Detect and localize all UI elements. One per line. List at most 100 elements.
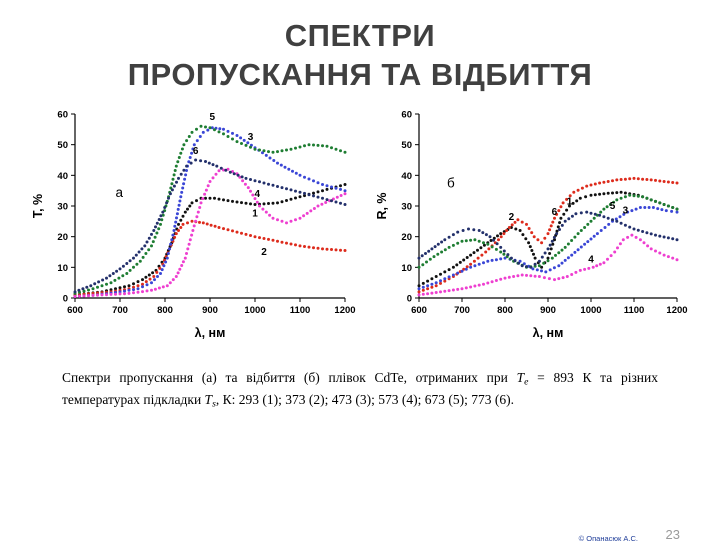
data-dot [161,210,165,214]
data-dot [467,227,470,231]
data-dot [619,178,623,182]
data-dot [675,207,679,211]
data-dot [115,269,119,273]
data-dot [140,247,144,251]
data-dot [649,247,653,251]
data-dot [671,256,675,260]
data-dot [530,249,534,253]
data-dot [476,248,479,252]
data-dot [249,145,252,149]
data-dot [641,195,645,199]
data-dot [426,287,430,291]
data-dot [605,205,609,209]
data-dot [175,216,178,220]
data-dot [113,278,117,282]
data-dot [611,218,614,222]
data-dot [150,244,153,248]
data-dot [507,226,511,230]
data-dot [343,249,347,253]
data-dot [162,264,166,268]
data-dot [73,295,77,299]
data-dot [428,257,432,261]
data-dot [258,148,261,152]
caption-part: , К: 293 (1); 373 (2); 473 (3); 573 (4);… [215,391,514,407]
data-dot [226,228,230,232]
data-dot [630,233,634,237]
data-dot [536,238,540,242]
data-dot [460,239,464,243]
data-dot [316,143,320,147]
data-dot [321,183,324,187]
data-dot [462,267,466,271]
data-dot [482,282,485,286]
data-dot [168,247,171,251]
curve-label-2: 2 [509,212,515,223]
data-dot [253,203,257,207]
data-dot [525,265,528,269]
data-dot [302,214,306,218]
data-dot [556,225,560,229]
data-dot [136,280,140,284]
data-dot [626,210,630,214]
data-dot [150,288,153,292]
data-dot [262,181,266,185]
data-dot [303,175,306,179]
data-dot [434,284,438,288]
data-dot [492,238,495,242]
data-dot [240,231,243,235]
data-dot [622,212,626,216]
data-dot [469,262,473,266]
data-dot [298,195,302,199]
data-dot [175,180,178,184]
caption-part: Т [516,370,525,386]
data-dot [321,144,324,148]
data-dot [226,135,230,139]
data-dot [144,280,148,284]
data-dot [509,226,513,230]
data-dot [101,278,105,282]
data-dot [557,209,561,213]
data-dot [494,258,498,262]
data-dot [584,195,588,199]
data-dot [316,190,320,194]
data-dot [182,168,186,172]
data-dot [298,145,302,149]
data-dot [578,268,582,272]
data-dot [232,172,236,176]
data-dot [91,287,95,291]
data-dot [177,176,180,180]
data-dot [325,184,329,188]
data-dot [583,267,587,271]
series-5-dots [73,124,347,295]
data-dot [271,216,275,220]
data-dot [472,228,476,232]
data-dot [513,259,517,263]
data-dot [555,212,559,216]
x-axis-title: λ, нм [195,326,226,340]
x-axis-title: λ, нм [533,326,564,340]
data-dot [114,287,117,291]
data-dot [426,279,430,283]
data-dot [132,288,135,292]
data-dot [117,276,121,280]
data-dot [195,199,198,203]
title-line-2: ПРОПУСКАННЯ ТА ВІДБИТТЯ [127,57,593,93]
data-dot [573,235,577,239]
data-dot [165,201,169,205]
data-dot [343,150,347,154]
y-tick-label: 60 [57,110,68,121]
data-dot [255,200,259,204]
data-dot [294,243,297,247]
panel-letter: а [116,185,124,200]
data-dot [658,201,662,205]
data-dot [190,219,194,223]
data-dot [559,205,563,209]
data-dot [570,239,574,243]
data-dot [127,288,131,292]
data-dot [244,232,248,236]
data-dot [132,282,135,286]
data-dot [271,150,275,154]
data-dot [464,267,468,271]
data-dot [132,285,135,289]
data-dot [276,218,279,222]
